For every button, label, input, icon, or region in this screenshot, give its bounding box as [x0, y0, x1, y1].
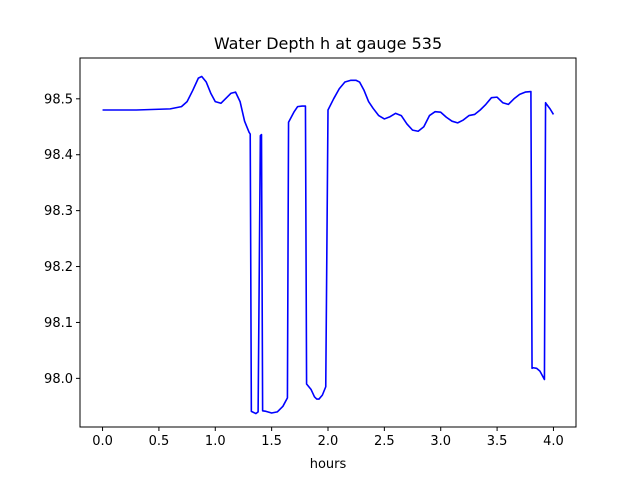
- y-tick-label: 98.4: [44, 148, 73, 163]
- y-tick-label: 98.1: [44, 316, 73, 331]
- chart-title: Water Depth h at gauge 535: [214, 34, 442, 53]
- series-line-0: [102, 75, 555, 415]
- x-tick-label: 0.5: [149, 434, 170, 449]
- x-tick-label: 3.5: [487, 434, 508, 449]
- y-axis: 98.0 98.1 98.2 98.3 98.4 98.5: [44, 92, 80, 387]
- y-tick-label: 98.3: [44, 204, 73, 219]
- x-tick-label: 1.0: [205, 434, 226, 449]
- y-tick-label: 98.0: [44, 372, 73, 387]
- x-tick-label: 4.0: [543, 434, 564, 449]
- x-axis: 0.0 0.5 1.0 1.5 2.0 2.5 3.0 3.5 4.0: [92, 427, 564, 449]
- x-tick-label: 2.0: [318, 434, 339, 449]
- x-axis-label: hours: [310, 457, 347, 472]
- y-tick-label: 98.5: [44, 92, 73, 107]
- x-tick-label: 1.5: [261, 434, 282, 449]
- x-tick-label: 0.0: [92, 434, 113, 449]
- series-layer: [102, 75, 555, 415]
- y-tick-label: 98.2: [44, 260, 73, 275]
- x-tick-label: 2.5: [374, 434, 395, 449]
- x-tick-label: 3.0: [430, 434, 451, 449]
